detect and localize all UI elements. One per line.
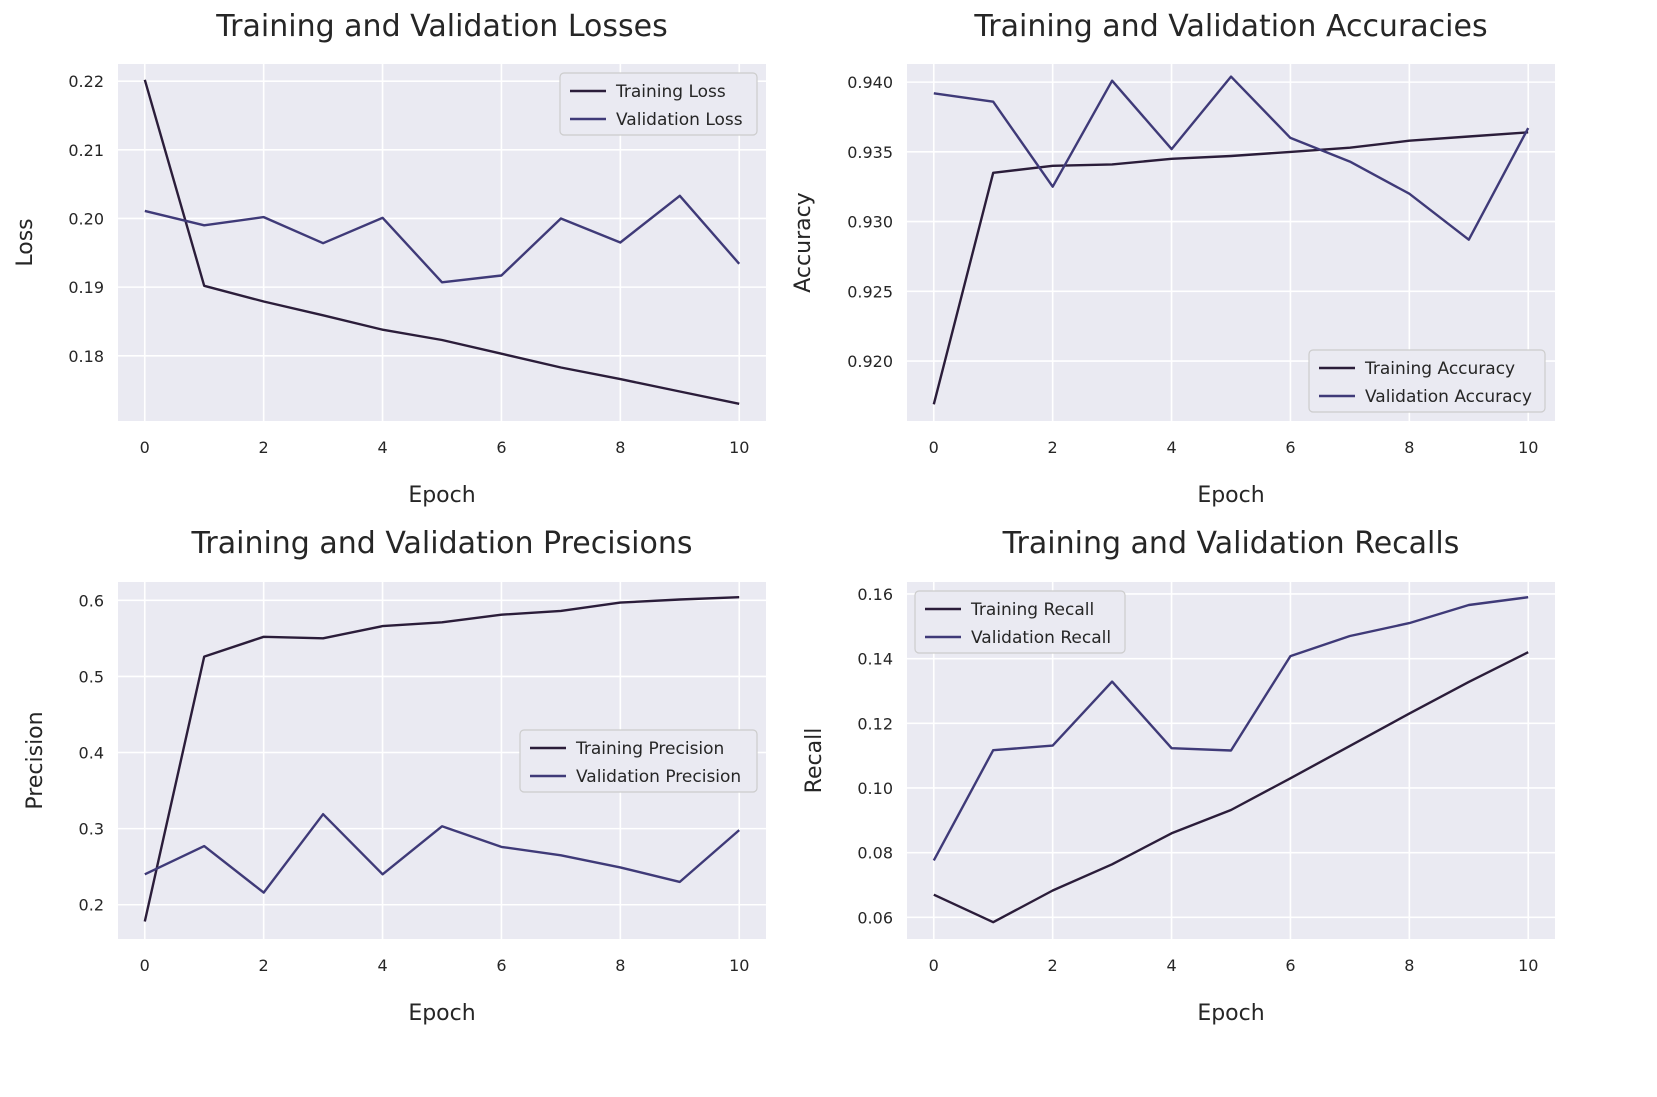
y-tick-label: 0.18 [68,347,104,366]
x-tick-label: 0 [929,438,939,457]
y-axis-label: Loss [13,218,38,266]
x-tick-label: 0 [929,956,939,975]
legend-label: Training Precision [575,739,724,759]
chart-title: Training and Validation Recalls [1002,526,1460,561]
x-tick-label: 6 [1285,956,1295,975]
y-tick-label: 0.6 [79,591,104,610]
legend-frame [914,590,1126,654]
series-line-1 [932,596,1529,861]
x-tick-label: 10 [729,956,749,975]
y-tick-label: 0.4 [79,744,104,763]
x-tick-label: 0 [140,438,150,457]
y-tick-label: 0.20 [68,209,104,228]
chart-title: Training and Validation Accuracies [973,9,1487,44]
series-line-1 [933,75,1530,241]
chart-title: Training and Validation Losses [215,9,667,44]
series-line-0 [143,596,740,922]
x-tick-label: 10 [729,438,749,457]
legend-frame [1308,349,1546,413]
y-tick-label: 0.5 [79,667,104,686]
x-tick-label: 6 [1285,438,1295,457]
legend-label: Validation Accuracy [1365,387,1532,407]
legend-label: Training Accuracy [1364,359,1515,379]
series-line-0 [933,651,1529,924]
x-tick-label: 2 [259,438,269,457]
legend-label: Training Recall [970,600,1094,620]
series-line-1 [144,813,740,894]
y-tick-label: 0.08 [857,844,893,863]
x-axis-label: Epoch [408,1001,475,1026]
y-tick-label: 0.2 [79,896,104,915]
x-axis-label: Epoch [408,483,475,508]
chart-panel-2: 0 2 4 6 8 10 0.2 0.3 0.4 0.5 0.6 Training and Valid… [23,526,766,1026]
x-tick-label: 4 [377,956,387,975]
x-tick-label: 4 [377,438,387,457]
y-tick-label: 0.3 [79,820,104,839]
x-tick-label: 2 [1048,438,1058,457]
y-tick-label: 0.920 [847,352,893,371]
y-tick-label: 0.930 [847,213,893,232]
y-tick-label: 0.14 [857,650,893,669]
y-tick-label: 0.925 [847,282,893,301]
x-tick-label: 8 [1404,438,1414,457]
legend: Training Precision Validation Precision [519,729,758,793]
x-tick-label: 0 [140,956,150,975]
y-axis-label: Recall [802,728,827,794]
x-tick-label: 8 [615,438,625,457]
x-axis-label: Epoch [1197,483,1264,508]
legend: Training Accuracy Validation Accuracy [1308,349,1546,413]
y-axis-label: Accuracy [791,192,816,292]
legend-frame [559,72,758,136]
x-tick-label: 4 [1166,956,1176,975]
x-tick-label: 2 [1048,956,1058,975]
legend-label: Validation Loss [616,110,743,130]
series-line-0 [932,131,1529,405]
series-line-0 [143,79,740,405]
x-tick-label: 8 [615,956,625,975]
legend-frame [519,729,758,793]
x-axis-label: Epoch [1197,1001,1264,1026]
x-tick-label: 2 [259,956,269,975]
series-line-1 [144,194,741,284]
y-tick-label: 0.16 [857,585,893,604]
x-tick-label: 10 [1518,438,1538,457]
legend: Training Loss Validation Loss [559,72,758,136]
x-tick-label: 8 [1404,956,1414,975]
x-tick-label: 6 [496,956,506,975]
y-tick-label: 0.22 [68,72,104,91]
x-tick-label: 6 [496,438,506,457]
y-axis-label: Precision [23,711,48,809]
legend-label: Validation Recall [971,628,1111,648]
legend-label: Training Loss [615,82,726,102]
y-tick-label: 0.935 [847,143,893,162]
legend: Training Recall Validation Recall [914,590,1126,654]
x-tick-label: 10 [1518,956,1538,975]
y-tick-label: 0.940 [847,73,893,92]
chart-panel-0: 0 2 4 6 8 10 0.18 0.19 0.20 0.21 0.22 Training and … [13,9,766,508]
y-tick-label: 0.19 [68,278,104,297]
chart-panel-1: 0 2 4 6 8 10 0.920 0.925 0.930 0.935 0.940 Training… [791,9,1555,508]
chart-panel-3: 0 2 4 6 8 10 0.06 0.08 0.10 0.12 0.14 0.16 Training … [802,526,1555,1026]
y-tick-label: 0.10 [857,779,893,798]
legend-label: Validation Precision [576,767,741,787]
x-tick-label: 4 [1166,438,1176,457]
y-tick-label: 0.12 [857,714,893,733]
y-tick-label: 0.21 [68,141,104,160]
chart-title: Training and Validation Precisions [190,526,692,561]
y-tick-label: 0.06 [857,908,893,927]
